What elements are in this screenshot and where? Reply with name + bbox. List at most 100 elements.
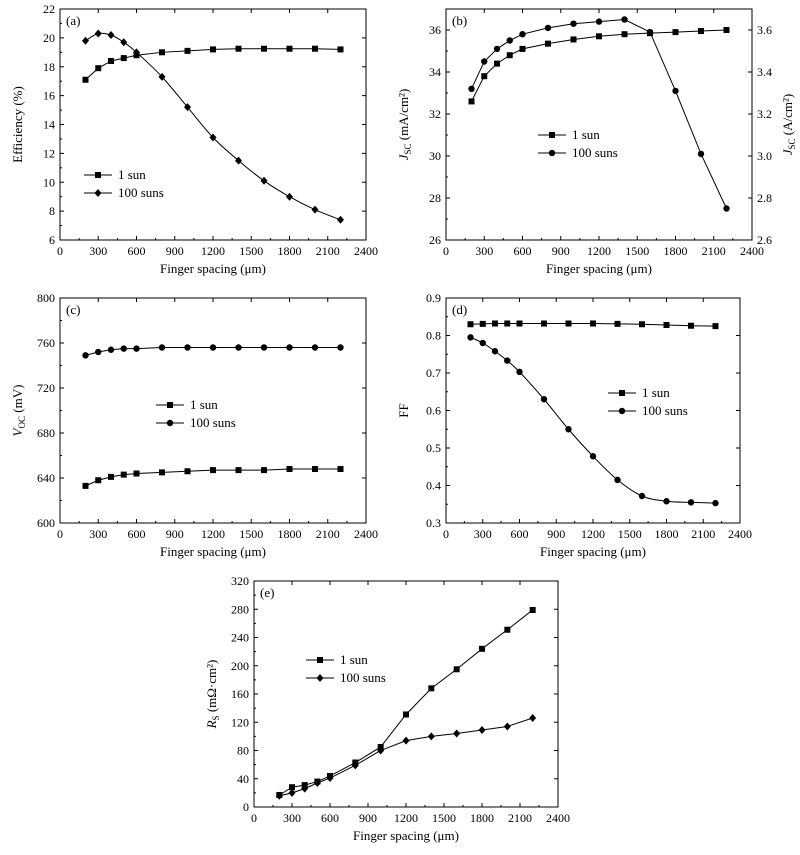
y-tick-label: 26 [429, 233, 441, 247]
data-point [688, 322, 694, 329]
data-point [133, 48, 140, 57]
data-point [540, 396, 548, 403]
y-tick-label: 600 [37, 516, 55, 530]
y-tick-label: 0.9 [426, 291, 441, 305]
x-tick-label: 0 [57, 527, 63, 541]
x-tick-label: 1500 [432, 811, 456, 825]
y-tick-label: 40 [237, 772, 249, 786]
legend: 1 sun 100 suns [306, 652, 386, 685]
data-point [235, 45, 242, 52]
data-point [133, 345, 140, 352]
data-point [621, 31, 628, 38]
data-point [529, 606, 536, 613]
series-1-sun [82, 466, 344, 489]
data-point [570, 20, 577, 27]
data-point [614, 476, 621, 484]
legend: 1 sun 100 suns [608, 385, 688, 418]
y2-tick-label: 3.0 [757, 149, 772, 163]
x-axis-title: Finger spacing (μm) [546, 261, 652, 276]
panel-a: 0 300 600 900 1200 1500 1800 2100 2400 6 8 10 12 14 16… [10, 2, 378, 276]
data-point [697, 150, 705, 158]
data-point [210, 467, 216, 474]
y-tick-label: 12 [43, 146, 55, 160]
panel-d: 0 300 600 900 1200 1500 1800 2100 2400 0.3 0.4 0.5 0… [396, 291, 752, 559]
data-point [479, 339, 486, 347]
data-point [723, 205, 730, 212]
y-tick-label: 80 [237, 744, 249, 758]
x-tick-label: 900 [547, 527, 565, 541]
data-point [506, 37, 513, 44]
y2-axis-title: JSC (A/cm²) [780, 94, 797, 155]
data-point [541, 320, 547, 327]
data-point [481, 58, 488, 65]
x-tick-label: 0 [443, 527, 449, 541]
x-tick-label: 300 [283, 811, 301, 825]
data-point [544, 24, 552, 32]
data-point [261, 467, 267, 474]
data-point [529, 714, 537, 723]
y-tick-label: 20 [43, 31, 55, 45]
y-tick-label: 10 [43, 175, 55, 189]
x-tick-label: 300 [475, 244, 493, 258]
y-axis-title: VOC (mV) [10, 385, 27, 437]
data-point [402, 736, 410, 745]
y-tick-label: 28 [429, 191, 441, 205]
legend-marker [548, 149, 556, 157]
y-axis-subscript: OC [17, 416, 27, 429]
data-point [120, 38, 128, 47]
data-point [504, 626, 511, 633]
data-point [286, 45, 293, 52]
legend-label: 100 suns [118, 185, 164, 200]
legend: 1 sun 100 suns [84, 167, 164, 200]
legend-label: 1 sun [340, 652, 368, 667]
data-point [479, 320, 486, 327]
series-1-sun [467, 320, 719, 330]
data-point [286, 192, 293, 201]
y-tick-label: 6 [49, 233, 55, 247]
data-point [184, 468, 191, 475]
x-tick-label: 300 [474, 527, 492, 541]
data-point [133, 470, 140, 477]
data-point [663, 498, 670, 505]
data-point [491, 348, 499, 355]
x-tick-label: 1800 [655, 527, 679, 541]
x-tick-label: 1800 [278, 527, 302, 541]
series-100-suns [467, 334, 719, 507]
x-tick-label: 1200 [581, 527, 605, 541]
data-point [210, 46, 216, 53]
data-point [479, 645, 485, 652]
x-tick-label: 2100 [316, 244, 340, 258]
data-point [82, 482, 89, 489]
y-axis-title: JSC (mA/cm²) [396, 89, 413, 161]
x-tick-label: 1800 [470, 811, 494, 825]
data-point [235, 344, 242, 351]
data-point [646, 28, 654, 36]
plot-frame [445, 297, 741, 524]
data-point [184, 344, 191, 351]
y2-axis-subscript: SC [787, 138, 797, 149]
data-point [428, 685, 435, 692]
data-point [120, 471, 127, 478]
y-tick-label: 0.7 [426, 366, 441, 380]
x-tick-label: 1500 [618, 527, 642, 541]
data-point [337, 46, 344, 53]
y-tick-label: 160 [231, 687, 249, 701]
data-point [596, 33, 602, 40]
data-point [301, 784, 309, 793]
data-point [95, 477, 102, 484]
legend-label: 1 sun [572, 127, 600, 142]
data-point [311, 205, 319, 214]
x-tick-label: 1200 [201, 244, 225, 258]
data-point [504, 320, 511, 327]
data-point [209, 133, 217, 142]
y-tick-label: 34 [429, 65, 441, 79]
y-tick-label: 0.8 [426, 329, 441, 343]
data-point [481, 73, 488, 80]
x-tick-label: 1200 [394, 811, 418, 825]
x-tick-label: 2400 [354, 527, 378, 541]
series-100-suns [82, 29, 344, 224]
data-point [519, 45, 526, 52]
data-point [403, 711, 409, 718]
plot-frame [445, 8, 753, 241]
data-point [108, 473, 114, 480]
